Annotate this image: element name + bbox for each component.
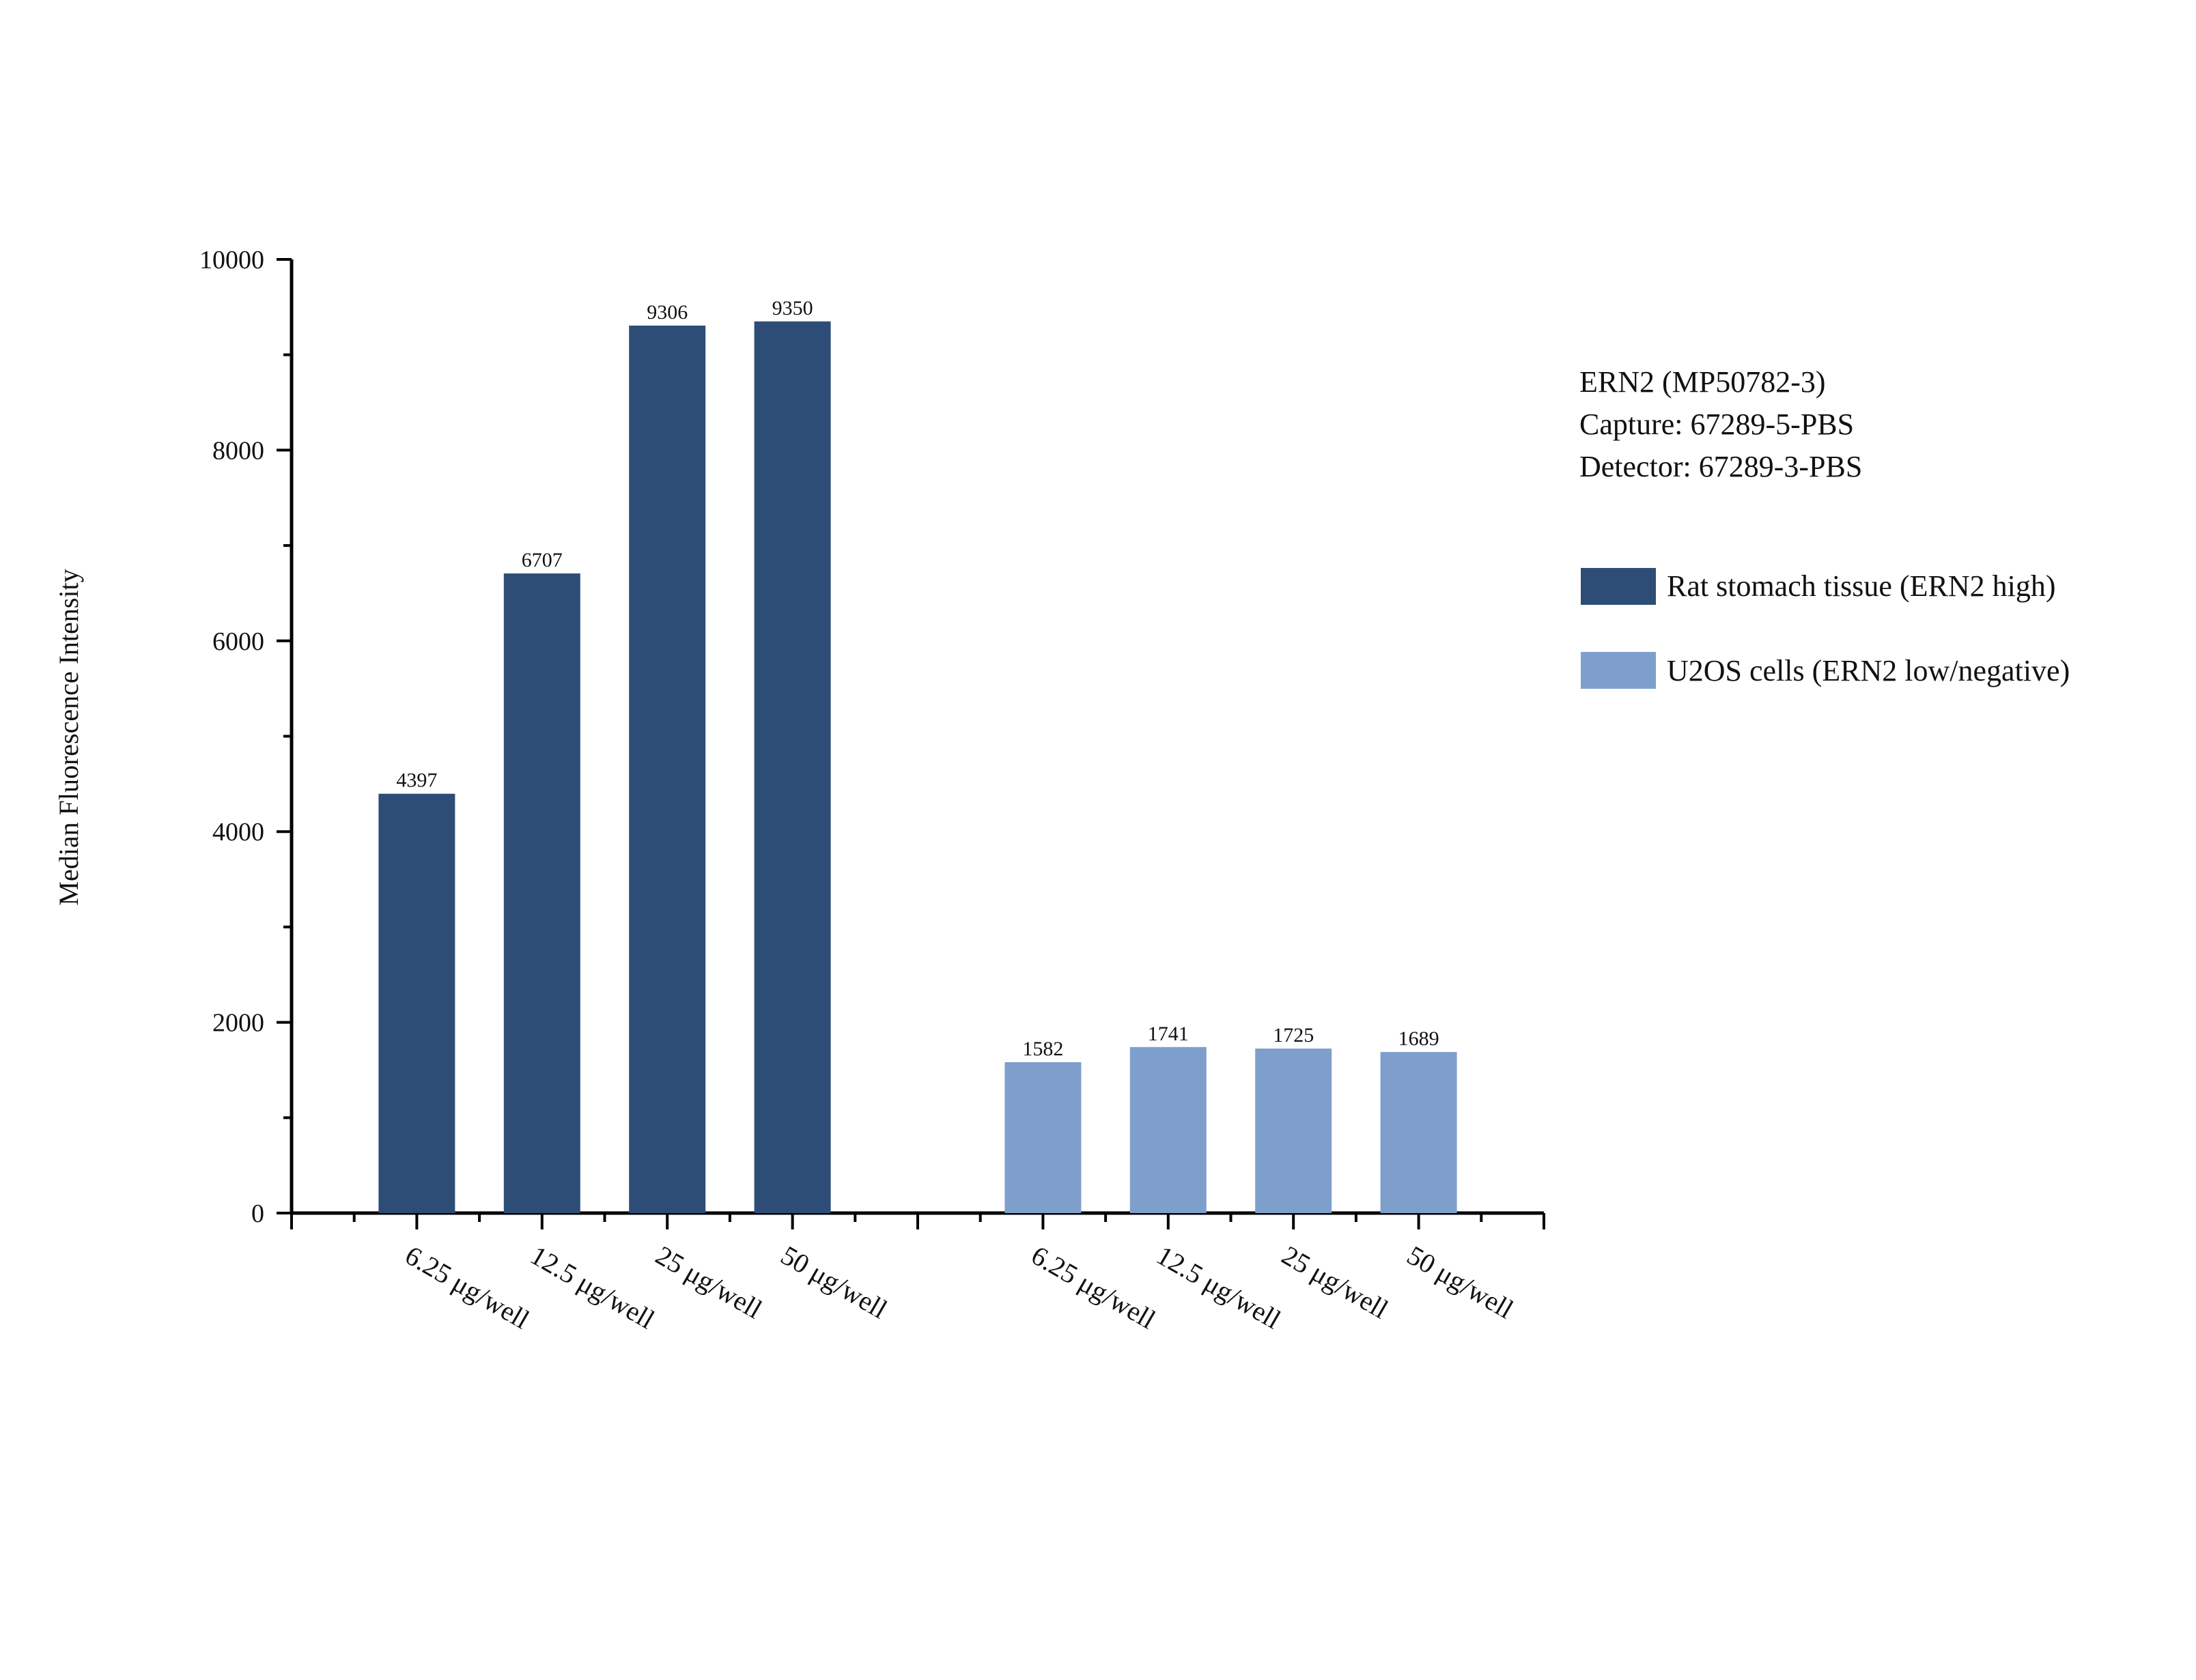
bar-series2-3 bbox=[1255, 1049, 1332, 1213]
x-tick-label-series2-2: 12.5 μg/well bbox=[1151, 1240, 1286, 1335]
bar-series2-1 bbox=[1004, 1062, 1082, 1213]
legend-swatch-rat-stomach bbox=[1581, 568, 1656, 605]
info-block: ERN2 (MP50782-3) Capture: 67289-5-PBS De… bbox=[1579, 365, 1862, 483]
x-tick-label-series1-4: 50 μg/well bbox=[776, 1240, 892, 1325]
x-tick-label-series2-1: 6.25 μg/well bbox=[1026, 1240, 1161, 1335]
data-label-series1-4: 9350 bbox=[772, 297, 813, 319]
data-label-series1-2: 6707 bbox=[522, 549, 563, 571]
bar-series1-4 bbox=[754, 321, 831, 1214]
bars bbox=[378, 321, 1457, 1214]
data-label-series2-3: 1725 bbox=[1273, 1024, 1314, 1047]
x-tick-label-series2-3: 25 μg/well bbox=[1277, 1240, 1394, 1325]
x-tick-label-series2-4: 50 μg/well bbox=[1402, 1240, 1519, 1325]
legend: Rat stomach tissue (ERN2 high) U2OS cell… bbox=[1581, 568, 2070, 689]
y-tick-label-0: 0 bbox=[251, 1199, 264, 1228]
bar-series1-2 bbox=[503, 573, 580, 1213]
y-tick-label-8000: 8000 bbox=[212, 436, 264, 465]
info-line-2: Capture: 67289-5-PBS bbox=[1579, 408, 1854, 441]
bar-series1-1 bbox=[378, 793, 455, 1213]
legend-swatch-u2os bbox=[1581, 652, 1656, 689]
data-label-series1-1: 4397 bbox=[396, 769, 437, 792]
legend-label-u2os: U2OS cells (ERN2 low/negative) bbox=[1667, 654, 2070, 687]
info-line-1: ERN2 (MP50782-3) bbox=[1579, 365, 1826, 399]
y-axis-title: Median Fluorescence Intensity bbox=[53, 569, 84, 905]
y-tick-label-6000: 6000 bbox=[212, 627, 264, 656]
bar-series2-2 bbox=[1129, 1047, 1207, 1213]
data-label-series2-1: 1582 bbox=[1022, 1038, 1063, 1060]
legend-label-rat-stomach: Rat stomach tissue (ERN2 high) bbox=[1667, 569, 2056, 603]
x-tick-label-series1-2: 12.5 μg/well bbox=[525, 1240, 660, 1335]
y-tick-label-2000: 2000 bbox=[212, 1009, 264, 1038]
data-label-series2-4: 1689 bbox=[1398, 1027, 1439, 1050]
info-line-3: Detector: 67289-3-PBS bbox=[1579, 450, 1862, 483]
y-tick-label-10000: 10000 bbox=[199, 246, 264, 274]
data-label-series2-2: 1741 bbox=[1148, 1023, 1189, 1045]
bar-series1-3 bbox=[629, 325, 706, 1214]
bar-series2-4 bbox=[1380, 1052, 1457, 1213]
x-tick-label-series1-3: 25 μg/well bbox=[651, 1240, 768, 1325]
x-tick-label-series1-1: 6.25 μg/well bbox=[400, 1240, 535, 1335]
data-label-series1-3: 9306 bbox=[647, 301, 688, 324]
y-tick-label-4000: 4000 bbox=[212, 818, 264, 846]
axes: 0 2000 4000 6000 8000 10000 bbox=[199, 246, 1545, 1229]
